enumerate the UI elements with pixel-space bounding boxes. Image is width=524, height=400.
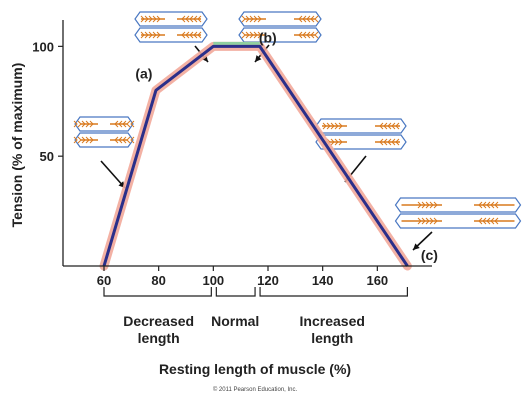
region-label: Normal [211,313,259,329]
sarcomere-icon [238,11,322,43]
point-label-layer: (a) (b) (c) [135,29,438,263]
sarcomere-icon [315,118,407,150]
x-tick-label: 120 [257,273,279,288]
x-tick-label: 80 [151,273,165,288]
series-layer [99,41,412,271]
copyright-notice: © 2011 Pearson Education, Inc. [213,386,298,393]
x-tick-label: 160 [366,273,388,288]
y-axis-label: Tension (% of maximum) [9,63,25,228]
x-tick-label: 140 [312,273,334,288]
y-tick-label: 50 [40,149,54,164]
region-label: Decreased [123,313,194,329]
x-tick-label: 100 [202,273,224,288]
sarcomere-illustrations [73,11,522,251]
pointer-arrow [100,160,126,189]
sarcomere-icon [134,11,208,43]
axes-layer [62,20,432,267]
point-label: (c) [421,247,438,263]
y-tick-label: 100 [32,39,54,54]
region-label: length [138,330,180,346]
tick-layer: 60 80 100 120 140 160 50 100 [32,39,388,288]
region-bracket [215,287,256,297]
point-label: (a) [135,65,152,81]
region-bracket [103,287,212,297]
sarcomere-icon [73,116,135,148]
x-tick-label: 60 [97,273,111,288]
point-label: (b) [259,29,277,45]
region-label: length [311,330,353,346]
region-label: Increased [300,313,365,329]
pointer-arrow [412,231,433,251]
series-line [102,44,409,267]
region-bracket [259,287,408,297]
x-axis-label: Resting length of muscle (%) [159,361,351,377]
sarcomere-icon [394,197,522,229]
